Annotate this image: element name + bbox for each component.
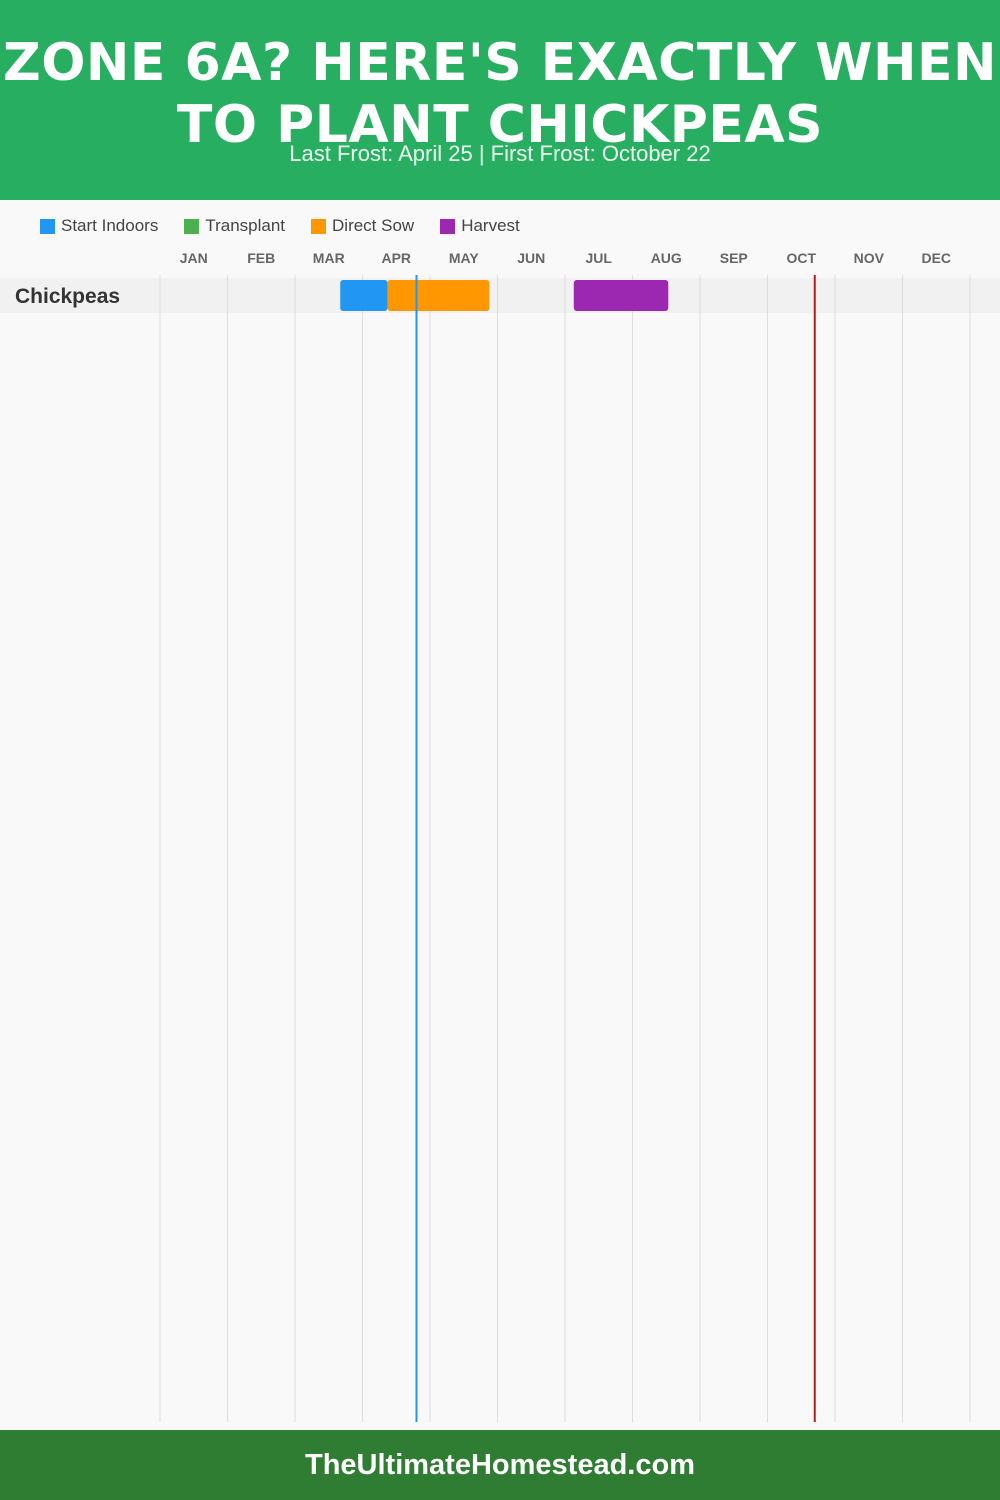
frost-dates-subtitle: Last Frost: April 25 | First Frost: Octo… [289, 141, 711, 166]
legend-item-harvest: Harvest [440, 216, 520, 236]
crop-name: Chickpeas [15, 285, 120, 308]
planting-calendar-chart: JAN FEB MAR APR MAY JUN JUL AUG SEP OCT NOV DEC Chic… [0, 250, 1000, 1422]
legend-label-transplant: Transplant [205, 216, 286, 235]
start-indoors-swatch [40, 218, 55, 234]
month-label-mar: MAR [313, 250, 345, 266]
start-indoors-bar [340, 280, 388, 311]
footer-banner: TheUltimateHomestead.com [0, 1430, 1000, 1500]
legend-item-transplant: Transplant [184, 216, 285, 236]
harvest-swatch [440, 218, 456, 234]
page-title: ZONE 6A? HERE'S EXACTLY WHEN TO PLANT CH… [2, 33, 998, 155]
legend-label-harvest: Harvest [461, 216, 520, 235]
month-label-dec: DEC [921, 250, 951, 266]
legend-item-direct-sow: Direct Sow [311, 216, 414, 236]
month-label-jul: JUL [586, 250, 613, 266]
month-label-apr: APR [381, 250, 411, 266]
month-label-may: MAY [449, 250, 479, 266]
direct-sow-bar [387, 280, 490, 311]
legend: Start Indoors Transplant Direct Sow Harv… [40, 214, 520, 238]
month-label-aug: AUG [651, 250, 682, 266]
month-label-feb: FEB [247, 250, 275, 266]
legend-item-start-indoors: Start Indoors [40, 216, 158, 236]
month-label-sep: SEP [720, 250, 748, 266]
header-banner: ZONE 6A? HERE'S EXACTLY WHEN TO PLANT CH… [0, 0, 1000, 200]
month-label-jan: JAN [180, 250, 208, 266]
month-label-oct: OCT [786, 250, 816, 266]
direct-sow-swatch [311, 218, 327, 234]
month-label-jun: JUN [517, 250, 545, 266]
crop-row-background [0, 278, 1000, 313]
harvest-bar [573, 280, 669, 311]
legend-label-start-indoors: Start Indoors [61, 216, 159, 235]
transplant-swatch [184, 218, 200, 234]
legend-label-direct-sow: Direct Sow [332, 216, 415, 235]
month-label-nov: NOV [854, 250, 885, 266]
footer-site-name: TheUltimateHomestead.com [305, 1449, 695, 1481]
